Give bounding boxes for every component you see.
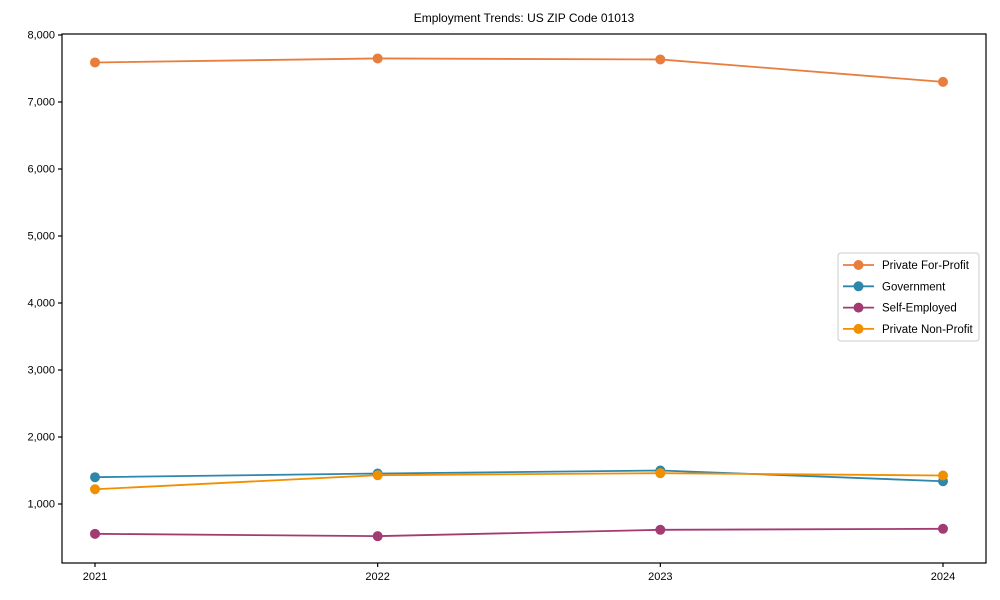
legend-item-label: Self-Employed — [882, 303, 957, 315]
y-tick-label: 1,000 — [27, 499, 55, 511]
y-tick-label: 4,000 — [27, 298, 55, 310]
legend-swatch-marker — [853, 302, 864, 313]
x-tick-label: 2021 — [83, 571, 107, 583]
x-tick-label: 2022 — [365, 571, 389, 583]
legend-item-label: Government — [882, 281, 946, 293]
x-tick-label: 2024 — [931, 571, 955, 583]
data-point-marker — [90, 528, 100, 539]
chart-title: Employment Trends: US ZIP Code 01013 — [413, 11, 635, 25]
data-point-marker — [938, 76, 948, 87]
y-tick-label: 6,000 — [27, 164, 55, 176]
x-tick-label: 2023 — [648, 571, 672, 583]
data-point-marker — [655, 54, 666, 65]
data-point-marker — [90, 484, 100, 495]
legend-item-label: Private For-Profit — [882, 260, 970, 272]
series-line-self-employed — [94, 527, 944, 538]
data-point-marker — [90, 57, 100, 68]
data-point-marker — [938, 470, 948, 481]
series-line-private-for-profit — [94, 57, 944, 83]
series-line-government — [94, 469, 944, 483]
y-tick-label: 5,000 — [27, 231, 55, 243]
y-tick-label: 7,000 — [27, 97, 55, 109]
legend-swatch-marker — [853, 323, 864, 334]
data-point-marker — [372, 531, 383, 542]
plot-area-border — [61, 33, 987, 564]
data-point-marker — [655, 468, 666, 479]
series-line-private-non-profit — [94, 472, 944, 491]
y-tick-label: 8,000 — [27, 30, 55, 42]
y-tick-label: 2,000 — [27, 432, 55, 444]
legend-item-label: Private Non-Profit — [882, 324, 974, 336]
data-point-marker — [938, 523, 948, 534]
data-point-marker — [372, 470, 383, 481]
legend — [837, 252, 980, 342]
data-point-marker — [655, 524, 666, 535]
legend-swatch-marker — [853, 260, 864, 270]
y-tick-label: 3,000 — [27, 365, 55, 377]
data-point-marker — [372, 53, 383, 64]
legend-swatch-marker — [853, 281, 864, 292]
data-point-marker — [90, 472, 100, 483]
